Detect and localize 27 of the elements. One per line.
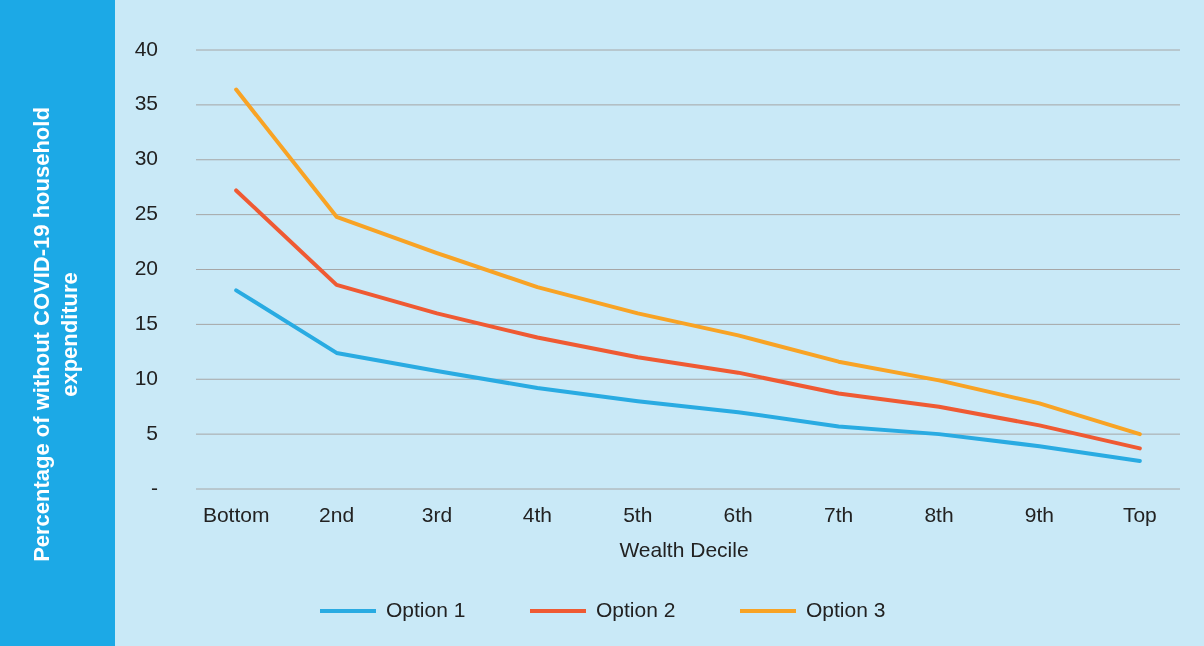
x-tick-label: 4th: [522, 502, 552, 526]
line-series: [234, 288, 1142, 464]
x-tick-label: Top: [1122, 502, 1157, 526]
legend-label: Option 2: [596, 597, 676, 621]
x-tick-label: 9th: [1024, 502, 1055, 526]
x-tick-label: 3rd: [421, 502, 453, 526]
y-tick-label: 5: [146, 420, 158, 444]
y-tick-label: -: [151, 475, 158, 499]
y-tick-label: 30: [134, 146, 158, 170]
x-axis-title: Wealth Decile: [619, 537, 749, 561]
legend-label: Option 3: [806, 597, 886, 621]
y-tick-label: 20: [134, 256, 158, 280]
x-tick-label: 8th: [924, 502, 954, 526]
x-tick-label: 5th: [623, 502, 653, 526]
y-tick-label: 15: [134, 310, 158, 334]
y-tick-label: 25: [134, 201, 158, 225]
line-series: [234, 87, 1142, 437]
y-tick-label: 10: [134, 365, 158, 389]
y-axis-title: Percentage of without COVID-19 household expenditure: [28, 107, 82, 562]
y-tick-label: 35: [134, 91, 158, 115]
y-tick-label: 40: [134, 36, 158, 60]
line-series: [234, 188, 1142, 451]
x-tick-label: 7th: [824, 502, 854, 526]
x-tick-label: 6th: [723, 502, 753, 526]
legend-label: Option 1: [386, 597, 466, 621]
x-tick-label: Bottom: [202, 502, 270, 526]
x-tick-label: 2nd: [319, 502, 355, 526]
